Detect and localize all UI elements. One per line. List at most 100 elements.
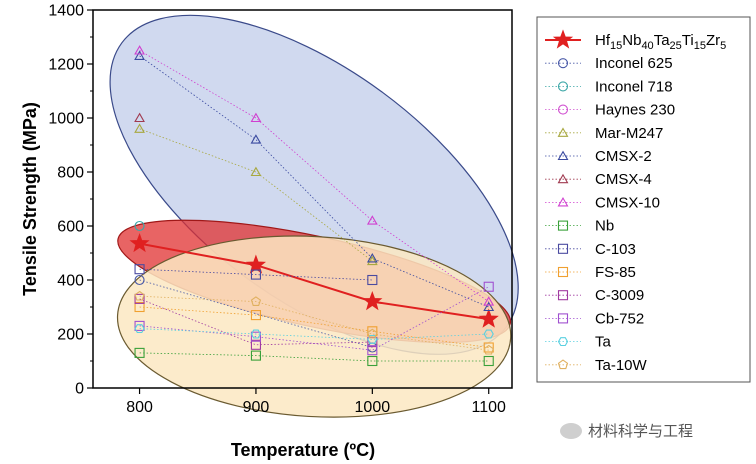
legend-item-cmsx-10: CMSX-10 (545, 194, 660, 211)
data-markers (129, 45, 499, 367)
point-nb-900 (250, 350, 261, 361)
x-tick-label-900: 900 (243, 399, 270, 416)
point-c-3009-900 (250, 339, 261, 350)
legend-marker-haynes-230 (557, 104, 569, 115)
y-tick-label-1400: 1400 (48, 3, 84, 20)
legend-label-fs-85: FS-85 (595, 264, 636, 281)
point-ta-10w-1100 (483, 344, 494, 355)
point-ta-1000 (367, 334, 378, 344)
y-tick-label-600: 600 (57, 219, 84, 236)
legend-label-inconel-625: Inconel 625 (595, 55, 673, 72)
point-hf15nb40ta25ti15zr5-800 (129, 232, 150, 253)
x-tick-label-1100: 1100 (472, 399, 507, 416)
x-tick-label-1000: 1000 (355, 399, 391, 416)
point-mar-m247-900 (250, 166, 262, 177)
point-ta-1100 (483, 329, 494, 339)
y-tick-label-1200: 1200 (48, 57, 84, 74)
legend-marker-cmsx-2 (557, 150, 569, 161)
x-tick-label-800: 800 (126, 399, 153, 416)
legend-marker-ta (557, 337, 569, 347)
point-ta-10w-1000 (367, 328, 378, 339)
legend: Hf15Nb40Ta25Ti15Zr5 Inconel 625 Inconel 71… (545, 29, 726, 374)
refractory-region-ellipse (116, 235, 512, 418)
point-c-103-800 (134, 264, 145, 275)
point-cb-752-1100 (483, 281, 494, 292)
y-tick-label-400: 400 (57, 273, 84, 290)
y-tick-label-200: 200 (57, 327, 84, 344)
y-tick-label-800: 800 (57, 165, 84, 182)
point-mar-m247-800 (134, 123, 145, 133)
legend-label-nb: Nb (595, 218, 614, 235)
legend-marker-cmsx-4 (557, 173, 569, 184)
legend-item-ta: Ta (545, 334, 612, 351)
legend-label-c-103: C-103 (595, 241, 636, 258)
series-line-fs-85 (139, 306, 489, 348)
point-ta-10w-800 (134, 290, 145, 301)
point-c-103-900 (250, 269, 261, 280)
point-nb-800 (134, 347, 145, 358)
point-cmsx-2-1000 (366, 252, 378, 263)
legend-marker-mar-m247 (557, 127, 569, 137)
x-axis-title: Temperature (ºC) (231, 440, 375, 460)
legend-marker-hf15nb40ta25ti15zr5 (552, 29, 574, 49)
legend-label-mar-m247: Mar-M247 (595, 125, 663, 142)
point-ta-900 (250, 329, 262, 339)
legend-marker-inconel-625 (557, 58, 569, 69)
point-inconel-718-800 (134, 220, 145, 232)
legend-marker-inconel-718 (557, 81, 569, 92)
y-tick-label-0: 0 (75, 381, 84, 398)
legend-label-inconel-718: Inconel 718 (595, 78, 673, 95)
legend-item-haynes-230: Haynes 230 (545, 102, 675, 119)
legend-label-hf15nb40ta25ti15zr5: Hf15Nb40Ta25Ti15Zr5 (595, 32, 726, 52)
legend-item-ta-10w: Ta-10W (545, 357, 648, 374)
legend-item-cb-752: Cb-752 (545, 310, 644, 327)
series-lines (139, 50, 489, 362)
point-cmsx-2-800 (134, 50, 145, 60)
legend-marker-cmsx-10 (557, 196, 569, 207)
point-hf15nb40ta25ti15zr5-900 (245, 254, 267, 274)
legend-item-inconel-718: Inconel 718 (545, 78, 673, 95)
point-cb-752-1000 (367, 345, 378, 356)
legend-label-cmsx-2: CMSX-2 (595, 148, 652, 165)
point-nb-1000 (367, 355, 378, 367)
legend-label-cmsx-4: CMSX-4 (595, 171, 652, 188)
legend-label-ta-10w: Ta-10W (595, 357, 648, 374)
legend-item-mar-m247: Mar-M247 (545, 125, 663, 142)
point-ta-10w-900 (250, 296, 262, 306)
point-cmsx-10-800 (134, 45, 145, 55)
y-axis-title: Tensile Strength (MPa) (20, 102, 40, 296)
point-cmsx-10-900 (250, 112, 262, 123)
legend-frame (536, 16, 751, 383)
point-c-103-1000 (367, 274, 378, 286)
point-fs-85-800 (134, 301, 145, 313)
legend-item-hf15nb40ta25ti15zr5: Hf15Nb40Ta25Ti15Zr5 (545, 29, 726, 52)
legend-label-c-3009: C-3009 (595, 287, 644, 304)
series-line-nb (139, 352, 489, 362)
legend-marker-nb (557, 220, 569, 231)
series-line-cb-752 (139, 286, 489, 351)
region-ellipses (109, 14, 519, 418)
legend-item-inconel-625: Inconel 625 (545, 55, 673, 72)
legend-item-cmsx-2: CMSX-2 (545, 148, 652, 165)
legend-marker-c-103 (557, 243, 569, 254)
legend-marker-c-3009 (557, 290, 569, 301)
legend-item-cmsx-4: CMSX-4 (545, 171, 652, 188)
series-line-ta (139, 328, 489, 340)
series-line-c-103 (139, 268, 373, 281)
series-line-hf15nb40ta25ti15zr5 (139, 242, 489, 321)
series-line-mar-m247 (139, 128, 373, 262)
point-inconel-625-800 (134, 274, 145, 286)
point-nb-1100 (483, 355, 494, 367)
point-hf15nb40ta25ti15zr5-1000 (362, 291, 383, 311)
legend-item-c-103: C-103 (545, 241, 636, 258)
watermark-text: 材料科学与工程 (588, 422, 694, 440)
point-cb-752-800 (134, 320, 145, 331)
wechat-icon (560, 422, 582, 439)
point-mar-m247-1000 (366, 255, 378, 266)
legend-label-cmsx-10: CMSX-10 (595, 194, 660, 211)
legend-label-ta: Ta (595, 334, 612, 351)
series-line-cmsx-10 (139, 50, 489, 302)
point-c-3009-800 (134, 293, 145, 304)
point-cmsx-10-1100 (483, 296, 495, 306)
